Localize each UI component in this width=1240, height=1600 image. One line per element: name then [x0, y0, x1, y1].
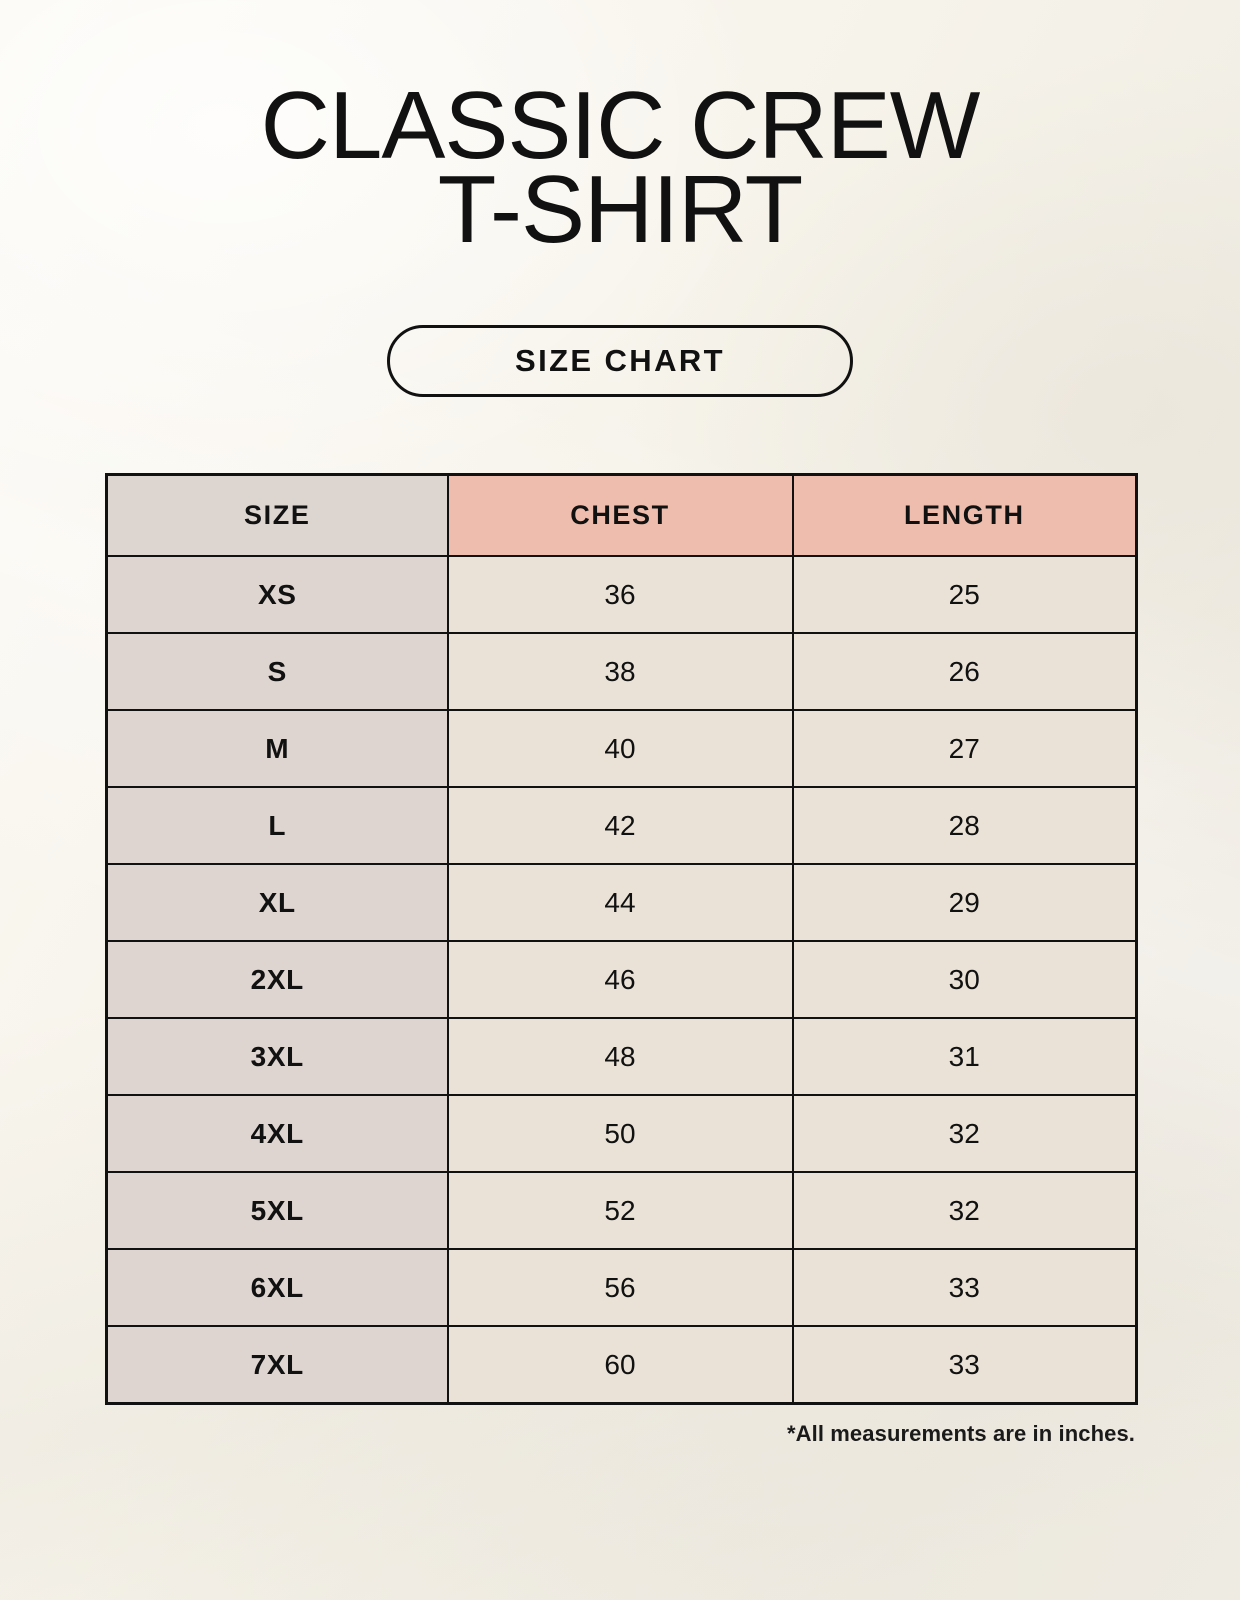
table-header-row: SIZE CHEST LENGTH [105, 473, 1138, 558]
cell-length: 29 [791, 863, 1138, 943]
cell-chest: 48 [446, 1017, 794, 1097]
table-row: 2XL 46 30 [105, 940, 1138, 1020]
column-header-chest: CHEST [446, 473, 794, 558]
cell-size: 7XL [105, 1325, 449, 1405]
size-table-body: XS 36 25 S 38 26 M 40 27 L 42 28 [105, 555, 1138, 1405]
table-row: S 38 26 [105, 632, 1138, 712]
cell-length: 33 [791, 1325, 1138, 1405]
footnote-row: *All measurements are in inches. [105, 1421, 1135, 1447]
cell-size: 6XL [105, 1248, 449, 1328]
table-row: XS 36 25 [105, 555, 1138, 635]
size-chart-badge-label: SIZE CHART [515, 342, 725, 378]
table-row: 3XL 48 31 [105, 1017, 1138, 1097]
cell-chest: 46 [446, 940, 794, 1020]
cell-length: 26 [791, 632, 1138, 712]
table-row: 5XL 52 32 [105, 1171, 1138, 1251]
cell-size: 3XL [105, 1017, 449, 1097]
cell-size: 2XL [105, 940, 449, 1020]
table-row: XL 44 29 [105, 863, 1138, 943]
cell-size: 4XL [105, 1094, 449, 1174]
column-header-length: LENGTH [791, 473, 1138, 558]
cell-chest: 50 [446, 1094, 794, 1174]
cell-size: XL [105, 863, 449, 943]
size-table-wrapper: SIZE CHEST LENGTH XS 36 25 S 38 26 M [105, 472, 1138, 1405]
cell-size: XS [105, 555, 449, 635]
cell-chest: 60 [446, 1325, 794, 1405]
column-header-size: SIZE [105, 473, 449, 558]
cell-length: 28 [791, 786, 1138, 866]
cell-chest: 40 [446, 709, 794, 789]
cell-chest: 42 [446, 786, 794, 866]
page-title: CLASSIC CREW T-SHIRT [260, 72, 981, 264]
cell-length: 33 [791, 1248, 1138, 1328]
table-row: 6XL 56 33 [105, 1248, 1138, 1328]
cell-chest: 52 [446, 1171, 794, 1251]
size-table: SIZE CHEST LENGTH XS 36 25 S 38 26 M [105, 472, 1138, 1405]
cell-size: M [105, 709, 449, 789]
cell-chest: 38 [446, 632, 794, 712]
cell-length: 27 [791, 709, 1138, 789]
table-row: M 40 27 [105, 709, 1138, 789]
cell-size: 5XL [105, 1171, 449, 1251]
cell-chest: 44 [446, 863, 794, 943]
cell-length: 32 [791, 1094, 1138, 1174]
badge-row: SIZE CHART [0, 324, 1240, 397]
cell-length: 31 [791, 1017, 1138, 1097]
cell-length: 32 [791, 1171, 1138, 1251]
cell-chest: 36 [446, 555, 794, 635]
cell-size: S [105, 632, 449, 712]
cell-length: 30 [791, 940, 1138, 1020]
cell-chest: 56 [446, 1248, 794, 1328]
size-chart-badge: SIZE CHART [387, 324, 853, 397]
measurements-footnote: *All measurements are in inches. [786, 1420, 1135, 1446]
size-table-head: SIZE CHEST LENGTH [105, 473, 1138, 558]
table-row: 7XL 60 33 [105, 1325, 1138, 1405]
title-block: CLASSIC CREW T-SHIRT [0, 0, 1240, 264]
cell-length: 25 [791, 555, 1138, 635]
cell-size: L [105, 786, 449, 866]
table-row: L 42 28 [105, 786, 1138, 866]
table-row: 4XL 50 32 [105, 1094, 1138, 1174]
